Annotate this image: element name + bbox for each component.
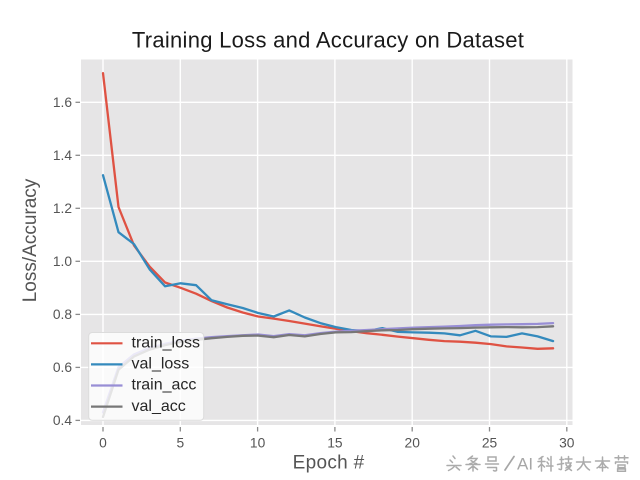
svg-text:1.6: 1.6 bbox=[53, 95, 73, 110]
svg-text:0.8: 0.8 bbox=[53, 307, 73, 322]
svg-text:20: 20 bbox=[405, 436, 421, 451]
svg-text:10: 10 bbox=[250, 436, 266, 451]
svg-text:Loss/Accuracy: Loss/Accuracy bbox=[20, 178, 41, 302]
svg-text:val_loss: val_loss bbox=[132, 356, 190, 373]
svg-text:15: 15 bbox=[327, 436, 343, 451]
svg-text:5: 5 bbox=[176, 436, 184, 451]
svg-text:train_loss: train_loss bbox=[132, 335, 200, 352]
svg-text:Epoch #: Epoch # bbox=[293, 453, 365, 474]
svg-text:AI: AI bbox=[517, 455, 533, 474]
svg-text:1.0: 1.0 bbox=[53, 254, 73, 269]
svg-text:val_acc: val_acc bbox=[132, 398, 186, 415]
svg-text:30: 30 bbox=[559, 436, 575, 451]
svg-text:train_acc: train_acc bbox=[132, 377, 197, 394]
svg-text:0: 0 bbox=[99, 436, 107, 451]
svg-text:1.4: 1.4 bbox=[53, 148, 73, 163]
svg-text:1.2: 1.2 bbox=[53, 201, 72, 216]
svg-text:0.4: 0.4 bbox=[53, 413, 73, 428]
svg-text:0.6: 0.6 bbox=[53, 360, 73, 375]
svg-text:25: 25 bbox=[482, 436, 498, 451]
svg-text:Training Loss and Accuracy on: Training Loss and Accuracy on Dataset bbox=[132, 28, 524, 53]
